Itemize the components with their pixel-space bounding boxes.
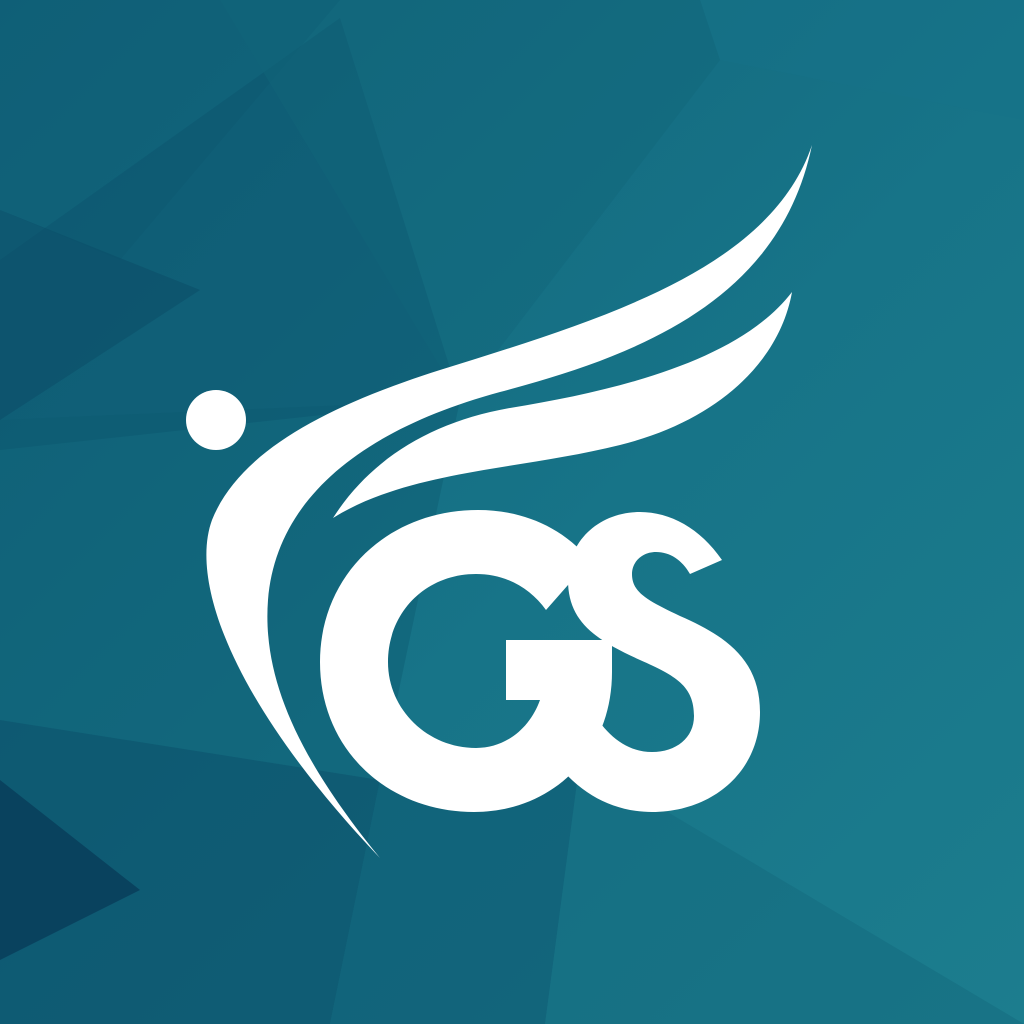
facet <box>0 720 380 1024</box>
facet <box>0 780 140 960</box>
wing-lower-icon <box>333 292 792 518</box>
facet <box>220 0 720 400</box>
letter-g <box>320 510 612 812</box>
figure-head <box>186 390 246 450</box>
facet <box>700 0 1024 120</box>
facet <box>330 760 580 1024</box>
facet <box>0 210 200 420</box>
letter-s <box>548 512 760 812</box>
facet <box>545 760 1024 1024</box>
facet <box>0 0 340 260</box>
wing-upper-icon <box>206 145 812 858</box>
